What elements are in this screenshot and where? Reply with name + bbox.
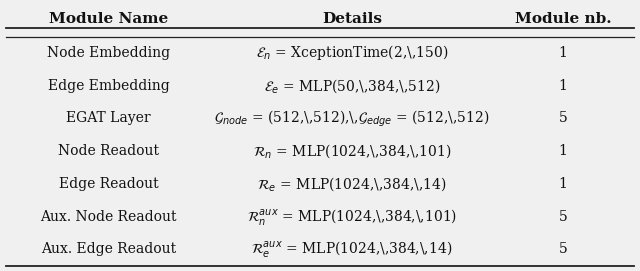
Text: 1: 1 <box>559 144 568 158</box>
Text: Module nb.: Module nb. <box>515 12 611 26</box>
Text: 1: 1 <box>559 79 568 93</box>
Text: Edge Readout: Edge Readout <box>59 177 159 191</box>
Text: $\mathcal{R}_e$ = MLP(1024,\,384,\,14): $\mathcal{R}_e$ = MLP(1024,\,384,\,14) <box>257 175 447 193</box>
Text: 1: 1 <box>559 46 568 60</box>
Text: Node Readout: Node Readout <box>58 144 159 158</box>
Text: EGAT Layer: EGAT Layer <box>67 111 151 125</box>
Text: Module Name: Module Name <box>49 12 168 26</box>
Text: 5: 5 <box>559 111 568 125</box>
Text: 1: 1 <box>559 177 568 191</box>
Text: Aux. Node Readout: Aux. Node Readout <box>40 209 177 224</box>
Text: $\mathcal{R}_e^{aux}$ = MLP(1024,\,384,\,14): $\mathcal{R}_e^{aux}$ = MLP(1024,\,384,\… <box>252 239 452 259</box>
Text: $\mathcal{G}_{node}$ = (512,\,512),\,$\mathcal{G}_{edge}$ = (512,\,512): $\mathcal{G}_{node}$ = (512,\,512),\,$\m… <box>214 108 490 128</box>
Text: $\mathcal{R}_n$ = MLP(1024,\,384,\,101): $\mathcal{R}_n$ = MLP(1024,\,384,\,101) <box>253 142 451 160</box>
Text: $\mathcal{E}_e$ = MLP(50,\,384,\,512): $\mathcal{E}_e$ = MLP(50,\,384,\,512) <box>264 77 440 95</box>
Text: $\mathcal{E}_n$ = XceptionTime(2,\,150): $\mathcal{E}_n$ = XceptionTime(2,\,150) <box>256 43 448 62</box>
Text: Aux. Edge Readout: Aux. Edge Readout <box>41 242 177 256</box>
Text: Details: Details <box>322 12 382 26</box>
Text: Node Embedding: Node Embedding <box>47 46 170 60</box>
Text: 5: 5 <box>559 242 568 256</box>
Text: 5: 5 <box>559 209 568 224</box>
Text: Edge Embedding: Edge Embedding <box>48 79 170 93</box>
Text: $\mathcal{R}_n^{aux}$ = MLP(1024,\,384,\,101): $\mathcal{R}_n^{aux}$ = MLP(1024,\,384,\… <box>247 207 457 227</box>
